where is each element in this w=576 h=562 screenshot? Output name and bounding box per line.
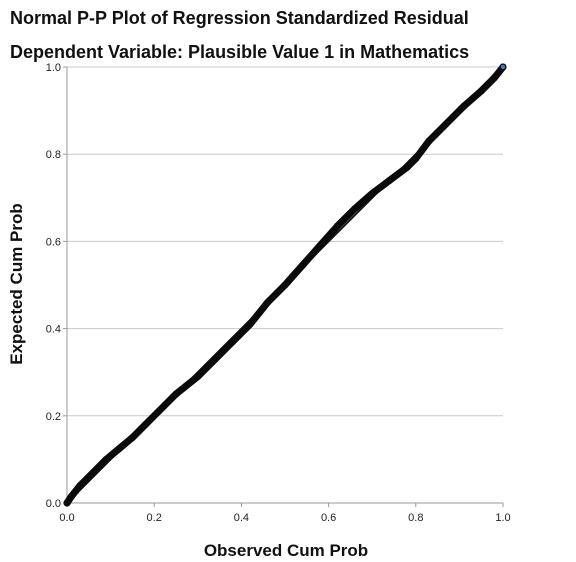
data-point [194, 373, 202, 381]
x-tick-label: 0.4 [234, 512, 249, 524]
series-end-marker [500, 64, 506, 70]
tick-labels: 0.0 0.2 0.4 0.6 0.8 1.0 0.0 0.2 0.4 0.6 0.8 1.0 [46, 62, 511, 524]
data-point [412, 155, 420, 163]
data-point [281, 281, 289, 289]
y-tick-label: 1.0 [46, 62, 61, 74]
x-tick-label: 0.6 [321, 512, 336, 524]
x-tick-label: 0.2 [147, 512, 162, 524]
y-tick-label: 0.8 [46, 149, 61, 161]
chart-subtitle: Dependent Variable: Plausible Value 1 in… [10, 42, 469, 62]
data-point [460, 102, 468, 110]
y-tick-label: 0.4 [46, 324, 61, 336]
data-point [264, 298, 272, 306]
data-point [442, 120, 450, 128]
x-tick-label: 1.0 [495, 512, 510, 524]
data-point [141, 421, 149, 429]
data-point [63, 499, 71, 507]
data-point [229, 338, 237, 346]
data-point [102, 455, 110, 463]
data-point [490, 74, 498, 82]
data-point [172, 390, 180, 398]
data-point [115, 445, 123, 452]
data-point [368, 189, 376, 197]
chart-title: Normal P-P Plot of Regression Standardiz… [10, 8, 469, 28]
data-point [316, 242, 324, 250]
data-point [211, 355, 219, 363]
x-axis-label: Observed Cum Prob [204, 541, 368, 560]
data-point [333, 222, 341, 230]
data-point [386, 176, 394, 184]
data-point [477, 87, 485, 95]
data-point [246, 320, 254, 328]
plot-series [63, 63, 507, 507]
data-point [128, 434, 136, 442]
data-point [351, 205, 359, 213]
data-point [155, 407, 163, 415]
y-tick-label: 0.0 [46, 498, 61, 510]
data-point [67, 492, 75, 500]
data-point [403, 163, 411, 171]
data-point [89, 468, 97, 476]
x-tick-label: 0.8 [408, 512, 423, 524]
x-tick-label: 0.0 [59, 512, 74, 524]
y-tick-label: 0.6 [46, 236, 61, 248]
y-axis-label: Expected Cum Prob [7, 203, 26, 365]
data-point [425, 137, 433, 145]
data-point [298, 261, 306, 269]
data-point [76, 482, 84, 490]
y-tick-label: 0.2 [46, 411, 61, 423]
